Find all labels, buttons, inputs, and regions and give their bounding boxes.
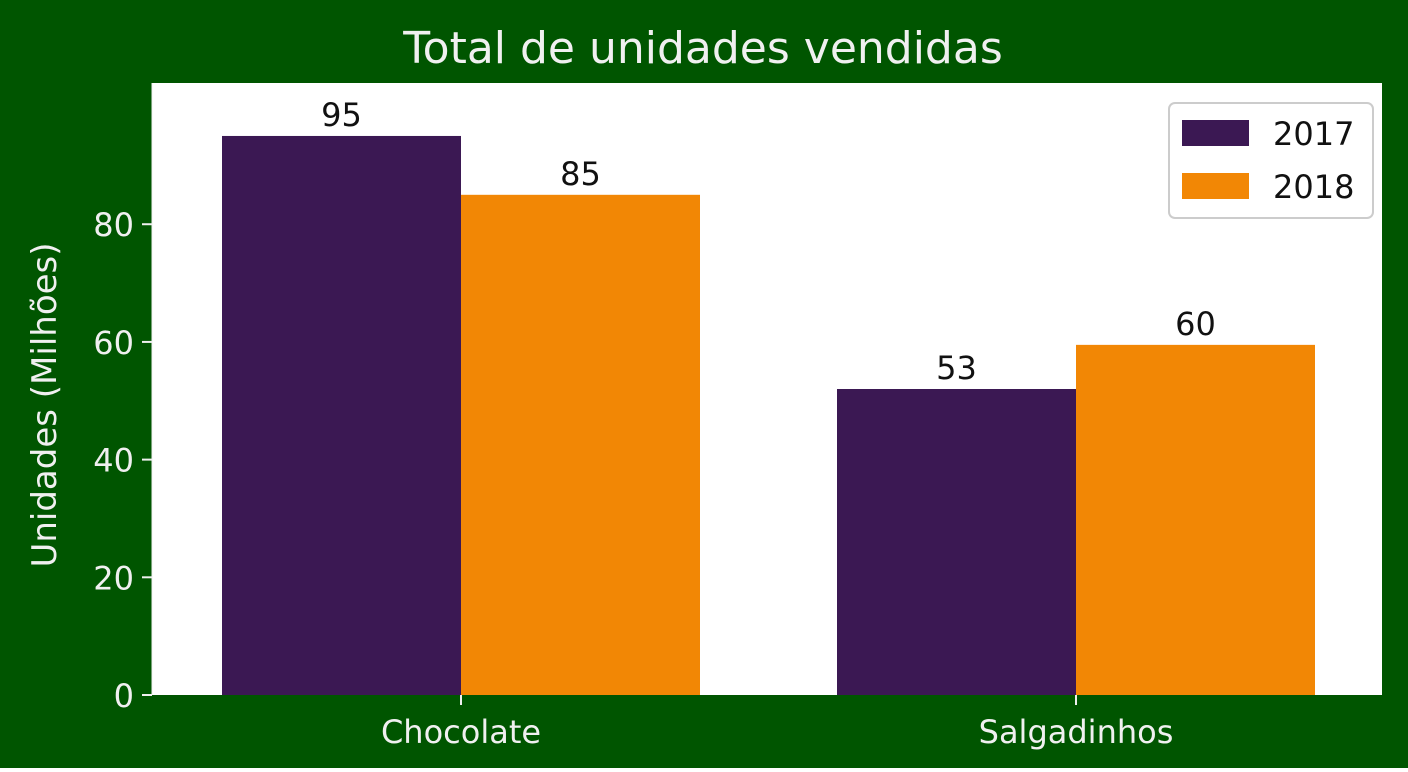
x-tick-label: Salgadinhos: [979, 713, 1174, 751]
y-tick-label: 80: [93, 206, 134, 244]
bar-2017-chocolate: [222, 135, 461, 695]
chart-title: Total de unidades vendidas: [402, 23, 1003, 74]
bar-value-label: 95: [321, 96, 362, 134]
x-tick-label: Chocolate: [381, 713, 541, 751]
bar-2017-salgadinhos: [837, 389, 1076, 695]
y-axis-label: Unidades (Milhões): [25, 242, 65, 567]
y-tick-label: 0: [114, 677, 134, 715]
y-tick-label: 60: [93, 324, 134, 362]
y-tick-label: 40: [93, 442, 134, 480]
bar-value-label: 53: [936, 349, 977, 387]
x-axis-ticks: Chocolate Salgadinhos: [381, 695, 1173, 751]
legend-entry-label: 2017: [1273, 115, 1354, 153]
bars-group: 95 85 53 60: [222, 96, 1315, 696]
bar-2018-chocolate: [461, 194, 700, 696]
legend: 2017 2018: [1168, 102, 1374, 219]
legend-swatch: [1182, 173, 1249, 199]
y-axis-ticks: 0 20 40 60 80: [93, 83, 153, 715]
bar-value-label: 85: [560, 155, 601, 193]
bar-2018-salgadinhos: [1076, 344, 1315, 695]
bar-value-label: 60: [1175, 305, 1216, 343]
legend-swatch: [1182, 120, 1249, 146]
legend-entry-label: 2018: [1273, 168, 1354, 206]
y-tick-label: 20: [93, 559, 134, 597]
